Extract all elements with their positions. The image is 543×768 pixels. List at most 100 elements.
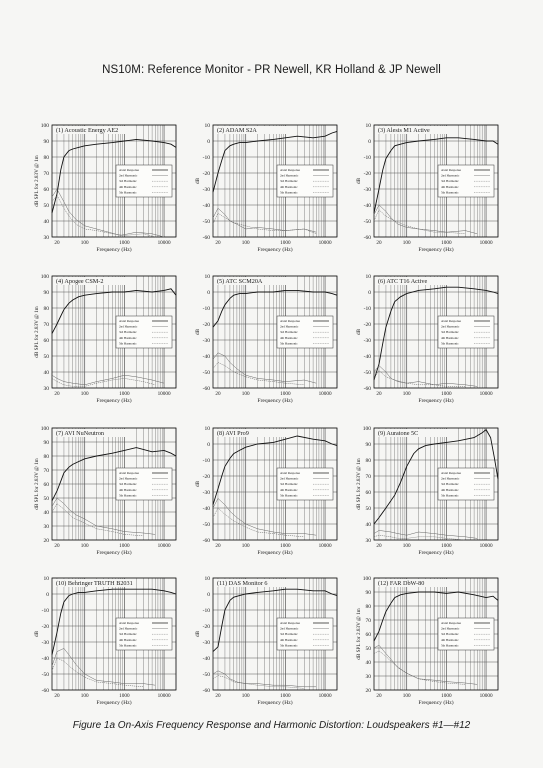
- x-tick-label: 10000: [319, 240, 332, 246]
- y-tick-label: 10: [366, 274, 372, 280]
- y-tick-label: -30: [42, 640, 50, 646]
- legend-label: 4th Harmonic: [280, 638, 298, 642]
- y-tick-label: -10: [364, 306, 372, 312]
- legend-label: 4th Harmonic: [119, 638, 137, 642]
- y-tick-label: 50: [44, 354, 50, 360]
- y-tick-label: 40: [44, 510, 50, 516]
- axial-response-line: [373, 286, 499, 381]
- axial-response-line: [51, 138, 177, 214]
- legend-label: 2nd Harmonic: [119, 174, 138, 178]
- title-background: [375, 429, 457, 437]
- x-axis-label: Frequency (Hz): [257, 246, 292, 253]
- y-axis-label: dB SPL for 2.83V @ 1m: [355, 608, 362, 659]
- y-tick-label: 100: [41, 123, 50, 129]
- harmonic-line: [51, 503, 144, 537]
- x-tick-label: 20: [376, 693, 382, 699]
- legend-label: 3rd Harmonic: [119, 632, 137, 636]
- y-tick-label: 20: [44, 538, 50, 544]
- plot-frame: [373, 427, 499, 541]
- axial-response-line: [51, 447, 177, 502]
- legend-label: 4th Harmonic: [119, 336, 137, 340]
- x-tick-label: 100: [242, 543, 250, 549]
- legend-label: 4th Harmonic: [441, 638, 459, 642]
- y-tick-label: 0: [207, 290, 210, 296]
- harmonic-line: [373, 209, 466, 235]
- y-tick-label: -50: [203, 219, 211, 225]
- y-tick-label: 90: [44, 440, 50, 446]
- x-tick-label: 10000: [480, 240, 493, 246]
- y-tick-label: 70: [44, 322, 50, 328]
- harmonic-line: [51, 378, 156, 387]
- y-tick-label: 0: [207, 139, 210, 145]
- legend-label: 4th Harmonic: [119, 488, 137, 492]
- y-tick-label: 0: [368, 139, 371, 145]
- y-tick-label: 40: [366, 660, 372, 666]
- title-background: [375, 579, 457, 587]
- chart-4: 30 40 50 60 70 80 90 100 20 100 1000 10000 Frequency…: [33, 274, 177, 404]
- title-background: [214, 126, 296, 134]
- legend-label: 3rd Harmonic: [280, 330, 298, 334]
- x-tick-label: 100: [81, 543, 89, 549]
- y-tick-label: -20: [203, 322, 211, 328]
- y-tick-label: 60: [44, 187, 50, 193]
- legend-label: 5th Harmonic: [441, 190, 459, 194]
- chart-title: (6) ATC T16 Active: [378, 278, 427, 285]
- x-axis-label: Frequency (Hz): [257, 397, 292, 404]
- legend-label: Axial Response: [441, 621, 462, 625]
- legend-label: 2nd Harmonic: [280, 477, 299, 481]
- x-tick-label: 100: [403, 693, 411, 699]
- x-tick-label: 100: [81, 693, 89, 699]
- y-tick-label: 30: [44, 235, 50, 241]
- title-background: [53, 429, 135, 437]
- y-tick-label: 80: [44, 454, 50, 460]
- y-tick-label: 0: [207, 592, 210, 598]
- y-tick-label: -20: [364, 322, 372, 328]
- plot-frame: [373, 124, 499, 238]
- legend-label: Axial Response: [441, 168, 462, 172]
- chart-title: (8) AVI Pro9: [217, 430, 249, 437]
- x-tick-label: 20: [215, 391, 221, 397]
- chart-title: (12) FAR DbW-80: [378, 580, 424, 587]
- chart-title: (2) ADAM S2A: [217, 127, 257, 134]
- x-tick-label: 20: [54, 693, 60, 699]
- x-tick-label: 1000: [441, 391, 452, 397]
- y-tick-label: 20: [366, 688, 372, 694]
- legend-label: 4th Harmonic: [441, 185, 459, 189]
- legend-label: 2nd Harmonic: [280, 174, 299, 178]
- page-title: NS10M: Reference Monitor - PR Newell, KR…: [102, 64, 441, 76]
- chart-8: -60 -50 -40 -30 -20 -10 0 10 20 100 1000 10000 Frequ…: [195, 426, 338, 556]
- legend-label: 2nd Harmonic: [280, 627, 299, 631]
- y-tick-label: -50: [364, 219, 372, 225]
- x-tick-label: 20: [54, 391, 60, 397]
- x-axis-label: Frequency (Hz): [418, 699, 453, 706]
- legend-label: Axial Response: [119, 168, 140, 172]
- y-tick-label: 90: [44, 139, 50, 145]
- y-tick-label: 80: [366, 604, 372, 610]
- y-tick-label: 90: [366, 590, 372, 596]
- legend-label: 4th Harmonic: [441, 336, 459, 340]
- y-tick-label: 100: [41, 274, 50, 280]
- axial-response-line: [212, 289, 338, 328]
- y-tick-label: 50: [44, 203, 50, 209]
- x-tick-label: 10000: [319, 543, 332, 549]
- harmonic-line: [212, 497, 317, 536]
- y-tick-label: 100: [41, 426, 50, 432]
- legend-label: 5th Harmonic: [441, 493, 459, 497]
- y-tick-label: 10: [366, 123, 372, 129]
- chart-title: (11) DAS Monitor 6: [217, 580, 267, 587]
- y-tick-label: -10: [203, 155, 211, 161]
- x-tick-label: 1000: [280, 391, 291, 397]
- legend-label: 4th Harmonic: [280, 488, 298, 492]
- y-axis-label: dB SPL for 2.83V @ 1m: [33, 458, 40, 509]
- harmonic-line: [212, 362, 305, 386]
- legend-label: 3rd Harmonic: [441, 482, 459, 486]
- legend-label: 5th Harmonic: [119, 643, 137, 647]
- y-tick-label: 70: [44, 468, 50, 474]
- y-tick-label: -40: [364, 203, 372, 209]
- plot-frame: [212, 275, 338, 389]
- chart-10: -60 -50 -40 -30 -20 -10 0 10 20 100 1000 10000 Frequ…: [34, 576, 177, 706]
- y-tick-label: -60: [42, 688, 50, 694]
- y-tick-label: 50: [366, 506, 372, 512]
- chart-title: (10) Behringer TRUTH B2031: [56, 580, 133, 587]
